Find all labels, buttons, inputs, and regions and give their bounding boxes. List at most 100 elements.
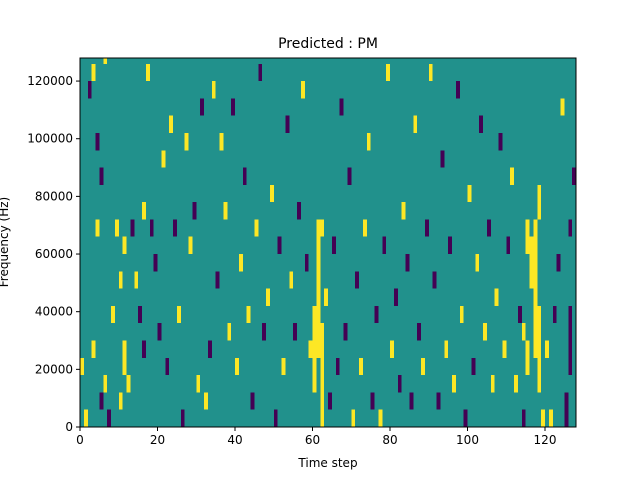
heatmap-cells xyxy=(80,58,577,427)
heatmap-cell xyxy=(362,219,367,237)
heatmap-cell xyxy=(428,63,433,82)
heatmap-cell xyxy=(440,150,445,168)
heatmap-cell xyxy=(386,63,391,82)
x-tick-label: 100 xyxy=(456,433,479,447)
heatmap-cell xyxy=(572,167,577,185)
heatmap-cell xyxy=(335,357,340,376)
heatmap-cell xyxy=(211,81,216,99)
heatmap-cell xyxy=(293,323,298,341)
heatmap-background xyxy=(80,58,576,427)
heatmap-cell xyxy=(390,340,394,358)
heatmap-cell xyxy=(556,254,561,272)
heatmap-cell xyxy=(424,219,429,237)
heatmap-cell xyxy=(521,409,526,427)
heatmap-cell xyxy=(138,305,143,324)
heatmap-cell xyxy=(351,409,356,427)
heatmap-cell xyxy=(483,323,487,341)
heatmap-cell xyxy=(165,357,170,376)
heatmap-cell xyxy=(204,392,208,410)
heatmap-cell xyxy=(502,340,507,358)
heatmap-cell xyxy=(308,340,313,358)
heatmap-cell xyxy=(448,236,453,255)
heatmap-cell xyxy=(281,357,286,376)
heatmap-cell xyxy=(517,305,522,324)
heatmap-cell xyxy=(312,305,317,393)
heatmap-cell xyxy=(95,219,100,237)
heatmap-cell xyxy=(463,409,468,427)
heatmap-cell xyxy=(289,271,294,289)
heatmap-cell xyxy=(455,81,460,99)
heatmap-cell xyxy=(99,392,104,410)
heatmap-cell xyxy=(145,63,150,82)
y-tick-label: 100000 xyxy=(27,132,73,146)
y-tick-label: 80000 xyxy=(35,189,73,203)
heatmap-cell xyxy=(370,392,375,410)
heatmap-cell xyxy=(320,219,325,237)
heatmap-cell xyxy=(134,271,139,289)
heatmap-cell xyxy=(378,409,383,427)
heatmap-cell xyxy=(157,323,162,341)
heatmap-cell xyxy=(161,150,166,168)
heatmap-cell xyxy=(180,409,185,427)
heatmap-cell xyxy=(149,219,154,237)
heatmap-cell xyxy=(432,271,437,289)
y-tick-label: 120000 xyxy=(27,74,73,88)
heatmap-cell xyxy=(192,202,197,220)
heatmap-cell xyxy=(130,219,135,237)
heatmap-cell xyxy=(235,357,239,376)
y-tick-label: 60000 xyxy=(35,247,73,261)
heatmap-cell xyxy=(366,132,371,151)
heatmap-cell xyxy=(537,184,542,220)
heatmap-cell xyxy=(564,392,569,427)
heatmap-cell xyxy=(111,305,115,324)
heatmap-cell xyxy=(200,98,205,116)
heatmap-cell xyxy=(444,340,449,358)
heatmap-cell xyxy=(142,340,146,358)
heatmap-cell xyxy=(277,236,282,255)
heatmap-cell xyxy=(525,219,530,255)
heatmap-cell xyxy=(459,305,464,324)
heatmap-cell xyxy=(126,375,131,393)
heatmap-cell xyxy=(359,357,363,376)
heatmap-cell xyxy=(331,236,336,255)
y-axis-label: Frequency (Hz) xyxy=(0,197,11,288)
heatmap-cell xyxy=(436,392,441,410)
heatmap-cell xyxy=(196,375,201,393)
heatmap-cell xyxy=(324,288,329,306)
heatmap-cell xyxy=(304,254,309,272)
heatmap-cell xyxy=(393,288,398,306)
heatmap-cell xyxy=(328,392,332,410)
heatmap-cell xyxy=(266,288,270,306)
y-tick-label: 0 xyxy=(65,420,73,434)
heatmap-cell xyxy=(207,340,212,358)
heatmap-cell xyxy=(548,409,553,427)
heatmap-cell xyxy=(223,202,228,220)
heatmap-cell xyxy=(273,409,278,427)
heatmap-cell xyxy=(397,375,402,393)
heatmap-cell xyxy=(103,58,108,64)
heatmap-cell xyxy=(87,81,92,99)
heatmap-cell xyxy=(506,236,511,255)
plot-frame xyxy=(79,57,577,428)
heatmap-cell xyxy=(486,219,491,237)
heatmap-cell xyxy=(514,375,518,393)
chart-title: Predicted : PM xyxy=(278,36,378,52)
heatmap-cell xyxy=(479,115,484,133)
heatmap-cell xyxy=(568,305,573,376)
heatmap-cell xyxy=(91,340,96,358)
heatmap-cell xyxy=(521,323,526,341)
x-tick-label: 40 xyxy=(227,433,242,447)
heatmap-cell xyxy=(95,132,100,151)
heatmap-cell xyxy=(258,63,263,82)
heatmap-cell xyxy=(107,409,112,427)
heatmap-cell xyxy=(103,375,108,393)
heatmap-cell xyxy=(285,115,290,133)
heatmap-cell xyxy=(320,323,325,427)
heatmap-cell xyxy=(262,323,267,341)
heatmap-cell xyxy=(254,219,259,237)
heatmap-cell xyxy=(80,357,84,376)
heatmap-cell xyxy=(122,236,127,255)
heatmap-cell xyxy=(184,132,189,151)
y-axis: 0 20000 40000 60000 80000 100000 120000 xyxy=(27,74,80,434)
